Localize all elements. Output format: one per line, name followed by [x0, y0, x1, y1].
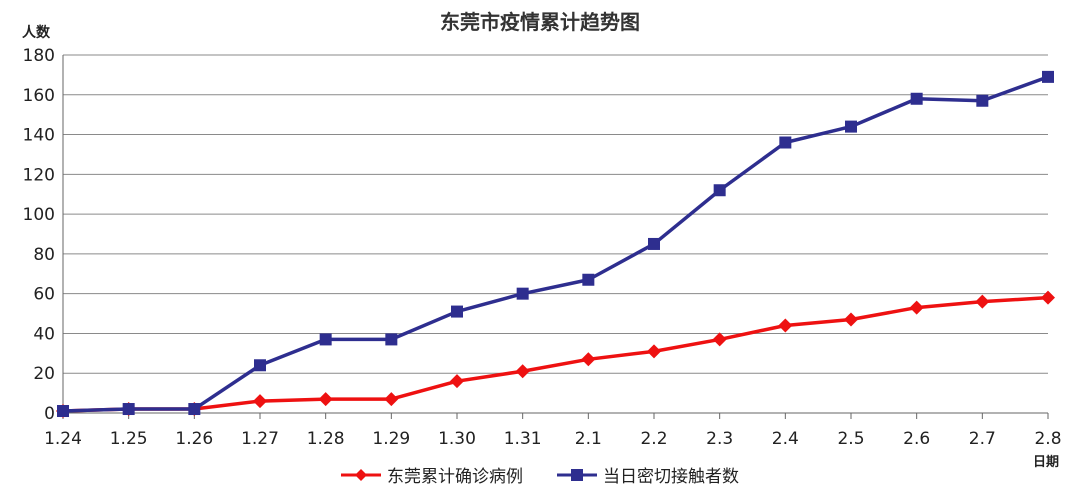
- data-point-diamond: [844, 312, 858, 327]
- x-tick-label: 2.2: [640, 429, 667, 449]
- x-tick-label: 2.4: [772, 429, 799, 449]
- chart-title: 东莞市疫情累计趋势图: [440, 10, 640, 34]
- data-point-diamond: [384, 392, 399, 407]
- data-point-square: [1042, 70, 1054, 83]
- x-tick-label: 2.7: [969, 429, 996, 449]
- y-tick-label: 20: [33, 364, 55, 384]
- y-tick-label: 120: [23, 165, 55, 185]
- y-tick-label: 160: [23, 86, 55, 106]
- series-line: [62, 75, 1049, 413]
- gridlines: [63, 54, 1048, 374]
- data-point-square: [779, 136, 792, 149]
- y-tick-label: 180: [23, 46, 55, 66]
- data-point-diamond: [909, 300, 924, 315]
- data-point-diamond: [647, 344, 661, 359]
- data-point-square: [582, 273, 595, 286]
- y-axis-label: 人数: [22, 25, 50, 41]
- square-marker-icon: [557, 468, 597, 481]
- y-tick-label: 40: [33, 324, 55, 344]
- data-point-square: [845, 120, 857, 133]
- x-tick-label: 1.25: [110, 429, 148, 449]
- legend-label-confirmed: 东莞累计确诊病例: [387, 467, 523, 487]
- data-point-square: [319, 333, 332, 346]
- x-tick-labels: 1.24 1.25 1.26 1.27 1.28 1.29 1.30 1.31 2.1 2.2 2.…: [44, 429, 1061, 449]
- data-point-diamond: [1041, 290, 1055, 305]
- y-tick-label: 80: [33, 245, 55, 265]
- series-1: [57, 70, 1054, 418]
- data-point-square: [385, 333, 398, 346]
- data-point-diamond: [515, 364, 530, 379]
- x-tick-label: 1.26: [175, 429, 213, 449]
- data-point-square: [976, 94, 989, 107]
- y-tick-label: 0: [44, 404, 55, 424]
- data-point-square: [57, 405, 69, 418]
- y-tick-label: 60: [33, 285, 55, 305]
- x-tick-label: 2.3: [706, 429, 733, 449]
- data-point-diamond: [450, 374, 464, 389]
- x-tick-label: 1.28: [307, 429, 345, 449]
- x-axis-label: 日期: [1033, 455, 1060, 470]
- x-tick-label: 2.6: [903, 429, 930, 449]
- series-0: [56, 290, 1055, 419]
- y-tick-labels: 0 20 40 60 80 100 120 140 160 180: [23, 46, 55, 424]
- legend-label-contacts: 当日密切接触者数: [603, 467, 739, 487]
- data-point-square: [122, 403, 135, 416]
- data-point-square: [188, 403, 201, 416]
- data-point-square: [254, 359, 266, 372]
- series-group: [56, 70, 1055, 419]
- x-tick-label: 1.27: [241, 429, 279, 449]
- x-tick-label: 2.8: [1034, 429, 1061, 449]
- x-tick-label: 1.24: [44, 429, 82, 449]
- data-point-diamond: [253, 394, 267, 409]
- y-tick-label: 140: [23, 126, 55, 146]
- y-tick-label: 100: [23, 205, 55, 225]
- data-point-square: [648, 237, 660, 250]
- legend-item-confirmed: 东莞累计确诊病例: [341, 462, 523, 487]
- data-point-square: [910, 92, 923, 105]
- data-point-diamond: [581, 352, 596, 367]
- x-tick-label: 1.30: [438, 429, 476, 449]
- diamond-marker-icon: [341, 468, 381, 481]
- legend-item-contacts: 当日密切接触者数: [557, 462, 739, 487]
- series-line: [62, 295, 1049, 413]
- x-tick-label: 2.5: [837, 429, 864, 449]
- data-point-diamond: [975, 294, 990, 309]
- x-tick-label: 1.31: [504, 429, 542, 449]
- data-point-square: [451, 305, 463, 318]
- x-tick-label: 1.29: [372, 429, 410, 449]
- data-point-diamond: [712, 332, 727, 347]
- data-point-square: [713, 184, 726, 197]
- legend: 东莞累计确诊病例 当日密切接触者数: [0, 462, 1080, 487]
- x-tick-label: 2.1: [575, 429, 602, 449]
- data-point-diamond: [778, 318, 793, 333]
- data-point-square: [516, 287, 529, 300]
- data-point-diamond: [318, 392, 333, 407]
